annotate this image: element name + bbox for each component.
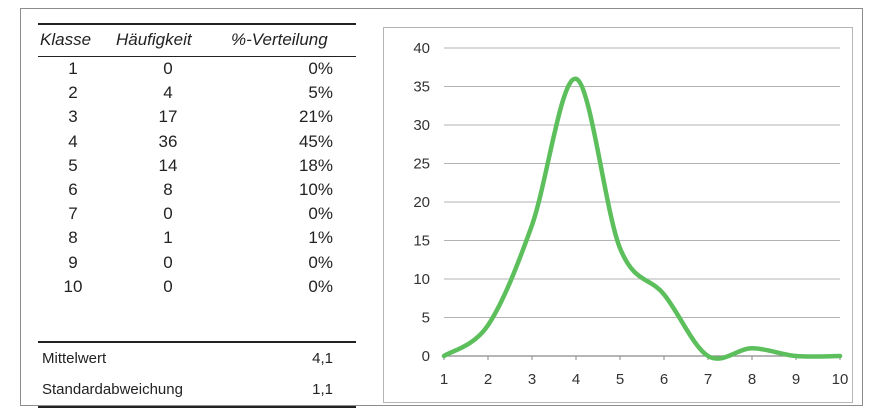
table-header: Klasse Häufigkeit %-Verteilung <box>38 28 356 54</box>
figure-frame <box>20 8 863 406</box>
x-tick-label: 9 <box>792 371 800 388</box>
stat-row-sd: Standardabweichung 1,1 <box>38 378 356 402</box>
table-row: 5 14 18% <box>38 155 356 179</box>
stat-value-mean: 4,1 <box>312 350 333 367</box>
cell-haeufigkeit: 17 <box>158 107 178 127</box>
cell-klasse: 7 <box>68 204 78 224</box>
cell-verteilung: 0% <box>308 204 333 224</box>
table-bottom-rule <box>38 406 356 408</box>
table-row: 3 17 21% <box>38 106 356 130</box>
table-row: 1 0 0% <box>38 58 356 82</box>
cell-haeufigkeit: 8 <box>163 179 173 199</box>
cell-haeufigkeit: 0 <box>163 276 173 296</box>
table-row: 10 0 0% <box>38 276 356 300</box>
stat-row-mean: Mittelwert 4,1 <box>38 347 356 371</box>
cell-haeufigkeit: 1 <box>163 228 173 248</box>
table-top-rule <box>38 23 356 25</box>
cell-klasse: 1 <box>68 59 78 78</box>
cell-verteilung: 18% <box>298 155 333 175</box>
stat-label-sd: Standardabweichung <box>42 381 183 398</box>
cell-verteilung: 45% <box>298 131 333 151</box>
header-klasse: Klasse <box>40 30 92 49</box>
x-tick-label: 6 <box>660 371 668 388</box>
stat-label-mean: Mittelwert <box>42 350 107 367</box>
cell-klasse: 8 <box>68 228 78 248</box>
y-tick-label: 30 <box>413 117 430 134</box>
cell-klasse: 9 <box>68 252 78 272</box>
cell-verteilung: 10% <box>298 179 333 199</box>
y-tick-label: 35 <box>413 79 430 96</box>
table-row: 8 1 1% <box>38 227 356 251</box>
table-row: 4 36 45% <box>38 131 356 155</box>
cell-haeufigkeit: 0 <box>163 59 173 78</box>
table-row: 6 8 10% <box>38 179 356 203</box>
cell-haeufigkeit: 4 <box>163 83 173 103</box>
x-tick-label: 1 <box>440 371 448 388</box>
cell-haeufigkeit: 14 <box>158 155 178 175</box>
y-tick-label: 0 <box>422 348 430 365</box>
table-header-rule <box>38 56 356 57</box>
y-tick-label: 20 <box>413 194 430 211</box>
y-tick-label: 10 <box>413 271 430 288</box>
cell-verteilung: 0% <box>308 59 333 78</box>
cell-haeufigkeit: 36 <box>158 131 178 151</box>
line-chart: 0 5 10 15 20 25 30 35 40 1 2 3 4 5 6 7 8 9 10 <box>413 40 849 388</box>
stat-value-sd: 1,1 <box>312 381 333 398</box>
y-tick-label: 40 <box>413 40 430 57</box>
cell-haeufigkeit: 0 <box>163 252 173 272</box>
cell-klasse: 2 <box>68 83 78 103</box>
x-tick-label: 10 <box>832 371 849 388</box>
cell-klasse: 5 <box>68 155 78 175</box>
table-row: 2 4 5% <box>38 82 356 106</box>
cell-klasse: 4 <box>68 131 78 151</box>
x-tick-label: 3 <box>528 371 536 388</box>
table-row: 9 0 0% <box>38 252 356 276</box>
cell-verteilung: 0% <box>308 252 333 272</box>
y-tick-label: 25 <box>413 156 430 173</box>
x-tick-label: 7 <box>704 371 712 388</box>
cell-verteilung: 5% <box>308 83 333 103</box>
cell-klasse: 10 <box>63 276 83 296</box>
table-row: 7 0 0% <box>38 203 356 227</box>
cell-haeufigkeit: 0 <box>163 204 173 224</box>
y-tick-label: 15 <box>413 233 430 250</box>
header-verteilung: %-Verteilung <box>231 30 328 49</box>
x-tick-label: 8 <box>748 371 756 388</box>
x-tick-label: 2 <box>484 371 492 388</box>
table-summary-rule <box>38 341 356 343</box>
table-body: 1 0 0% 2 4 5% 3 17 21% 4 36 45% 5 14 18% 6 8 10% 7 0 0% 8 1 1% 9… <box>38 58 356 300</box>
y-tick-label: 5 <box>422 310 430 327</box>
series-line <box>441 76 843 361</box>
cell-klasse: 3 <box>68 107 78 127</box>
x-tick-label: 5 <box>616 371 624 388</box>
cell-verteilung: 1% <box>308 228 333 248</box>
cell-verteilung: 21% <box>298 107 333 127</box>
header-haeufigkeit: Häufigkeit <box>116 30 192 49</box>
cell-verteilung: 0% <box>308 276 333 296</box>
chart-container: 0 5 10 15 20 25 30 35 40 1 2 3 4 5 6 7 8 9 10 <box>383 27 853 403</box>
cell-klasse: 6 <box>68 179 78 199</box>
x-tick-label: 4 <box>572 371 580 388</box>
